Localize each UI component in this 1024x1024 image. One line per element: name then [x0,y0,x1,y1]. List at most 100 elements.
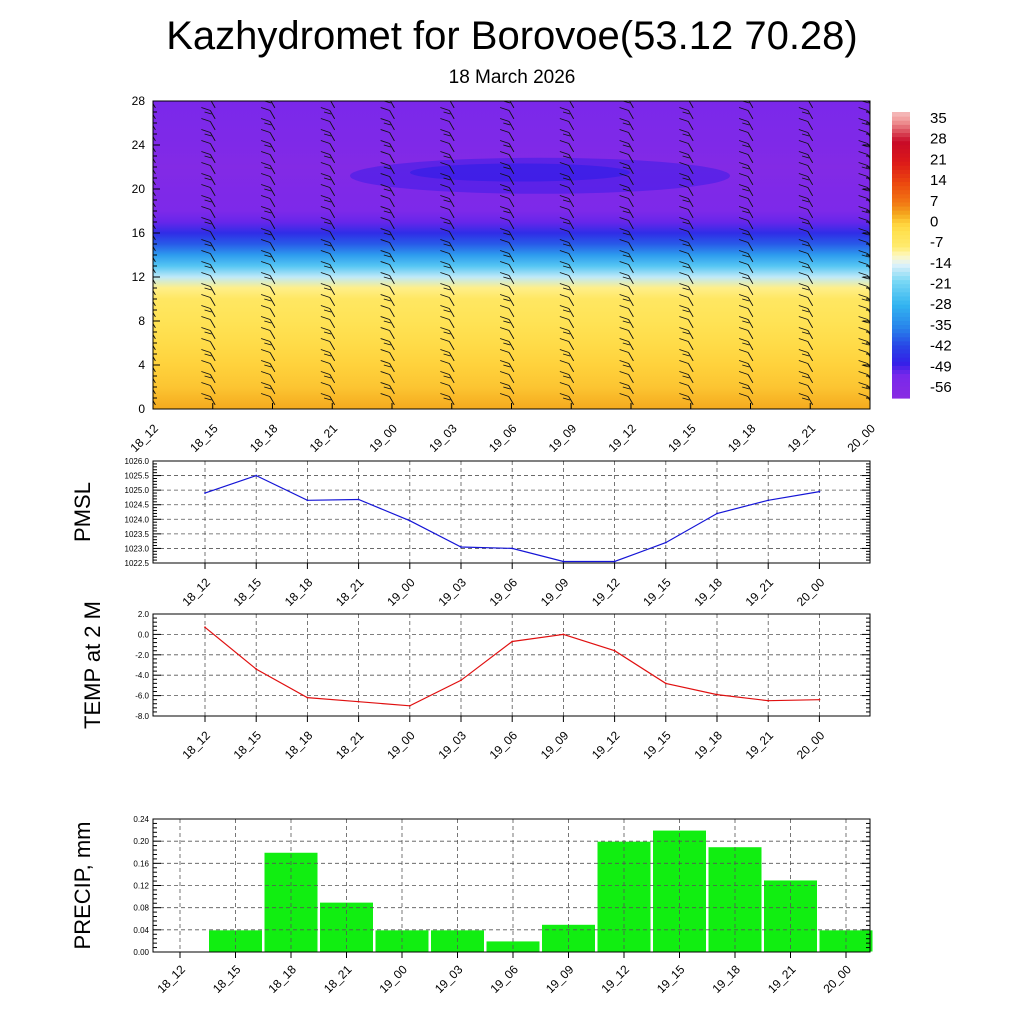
wind-barb-shaft [568,209,575,219]
wind-barb-flag [204,287,212,291]
wind-barb-flag [145,365,152,367]
precip-y-tick-label: 0.20 [133,837,149,846]
wind-barb-flag [320,316,330,320]
precip-x-tick-label: 18_21 [321,962,355,996]
wind-barb-flag [679,283,689,287]
wind-barb-shaft [687,264,694,274]
wind-barb-shaft [747,352,754,362]
pmsl-x-tick-label: 19_09 [538,575,572,609]
wind-barb-flag [858,140,868,144]
wind-barb-shaft [209,374,216,384]
wind-barb-flag [559,151,569,155]
wind-barb-flag [861,144,869,148]
wind-barb-flag [145,387,152,389]
wind-barb-flag [619,371,629,375]
wind-barb-flag [679,118,689,122]
precip-y-tick-label: 0.12 [133,882,149,891]
wind-barb-shaft [807,308,814,318]
wind-barb-flag [264,320,272,324]
wind-barb-flag [801,133,810,137]
wind-barb-shaft [329,275,336,285]
wind-barb-flag [440,261,450,265]
precip-x-tick-label: 19_00 [376,962,410,996]
colorbar-segment [892,218,910,223]
wind-barb-shaft [269,319,276,329]
wind-barb-shaft [628,209,634,219]
wind-barb-shaft [389,121,395,131]
wind-barb-flag [380,239,390,243]
wind-barb-flag [622,276,630,280]
wind-barb-shaft [269,165,276,175]
wind-barb-shaft [389,242,395,252]
wind-barb-shaft [687,165,694,175]
wind-barb-flag [380,140,390,144]
wind-barb-shaft [209,220,216,230]
wind-barb-flag [264,386,272,390]
wind-barb-flag [742,232,750,236]
wind-barb-shaft [448,341,455,351]
colorbar-segment [892,226,910,232]
wind-barb-flag [738,239,749,243]
wind-barb-shaft [747,209,754,219]
heatmap-y-tick-label: 0 [138,402,145,416]
wind-barb-flag [798,349,808,353]
temp-2m-point [204,626,206,629]
wind-barb-flag [264,166,272,170]
wind-barb-shaft [687,253,694,263]
wind-barb-flag [798,250,808,254]
wind-barb-shaft [329,176,336,186]
wind-barb-shaft [807,198,814,208]
wind-barb-shaft [269,187,276,197]
wind-barb-flag [443,287,451,291]
wind-barb-flag [201,272,211,276]
colorbar-label: 7 [930,193,938,210]
pmsl-x-tick-label: 19_15 [640,575,674,609]
colorbar-label: -42 [930,338,952,355]
wind-barb-shaft [568,385,575,395]
pmsl-x-tick-label: 19_06 [487,575,521,609]
wind-barb-shaft [509,101,515,109]
wind-barb-shaft [209,352,216,362]
wind-barb-flag [323,375,332,379]
wind-barb-shaft [329,297,336,307]
wind-barb-shaft [389,253,395,263]
wind-barb-shaft [628,396,634,406]
wind-barb-shaft [269,143,276,153]
wind-barb-shaft [568,396,575,406]
colorbar-segment [892,275,910,281]
colorbar-label: 21 [930,151,947,168]
wind-barb-shaft [747,198,754,208]
wind-barb-shaft [153,344,156,351]
wind-barb-shaft [329,286,336,296]
wind-barb-shaft [687,374,694,384]
wind-barb-flag [619,118,629,122]
wind-barb-flag [381,97,390,100]
wind-barb-flag [679,272,689,276]
wind-barb-flag [858,239,868,243]
wind-barb-shaft [747,374,754,384]
wind-barb-shaft [508,198,515,208]
wind-barb-flag [503,188,511,192]
wind-barb-flag [201,382,211,386]
wind-barb-flag [261,97,270,100]
wind-barb-flag [323,309,332,313]
wind-barb-shaft [389,110,395,120]
wind-barb-shaft [747,341,754,351]
wind-barb-shaft [448,352,455,362]
wind-barb-shaft [329,319,336,329]
wind-barb-shaft [269,198,276,208]
wind-barb-flag [682,243,690,247]
pmsl-point [716,512,718,515]
wind-barb-shaft [747,110,754,120]
wind-barb-shaft [687,352,694,362]
wind-barb-shaft [269,264,276,274]
wind-barb-flag [380,217,390,221]
wind-barb-shaft [153,201,156,208]
wind-barb-flag [742,254,750,258]
pmsl-y-tick-label: 1023.0 [125,544,150,553]
wind-barb-flag [443,309,451,313]
wind-barb-flag [738,327,749,331]
wind-barb-flag [798,338,808,342]
wind-barb-flag [562,265,571,269]
wind-barb-flag [622,386,630,390]
